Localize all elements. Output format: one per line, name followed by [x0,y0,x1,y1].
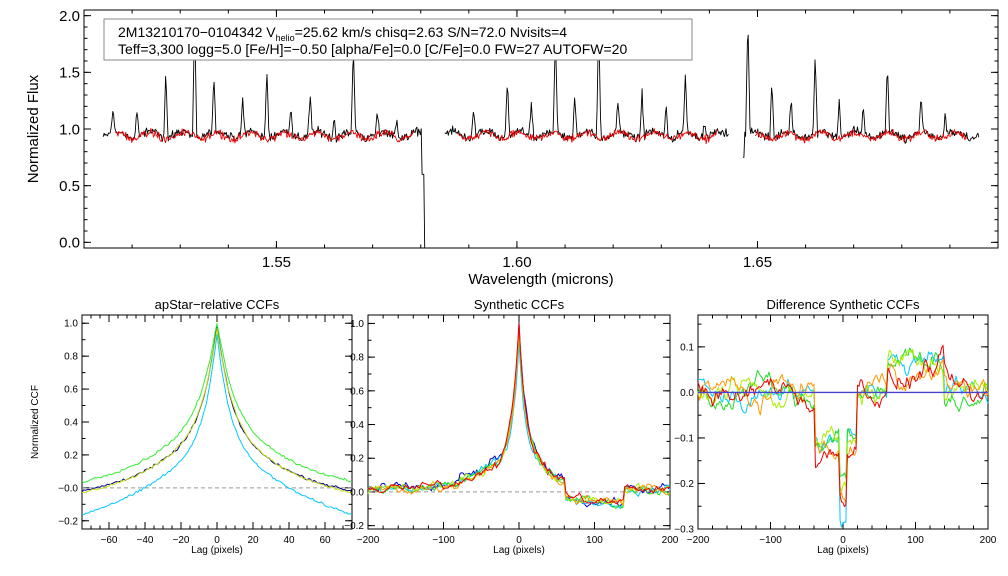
chart-title: Synthetic CCFs [474,297,565,312]
y-tick-label: 1.0 [350,319,364,330]
y-axis-label: Normalized CCF [30,385,41,459]
x-tick-label: 0 [214,535,220,546]
x-tick-label: 0 [840,535,846,546]
series-visit-3 [81,323,353,483]
series-s3 [367,330,671,509]
y-tick-label: 1.0 [59,121,80,138]
chart-title: apStar−relative CCFs [155,297,280,312]
y-tick-label: −0.2 [674,479,694,490]
y-tick-label: −0.0 [58,483,78,494]
series-s6 [367,322,671,505]
info-line-2: Teff=3,300 logg=5.0 [Fe/H]=−0.50 [alpha/… [118,41,627,57]
x-tick-label: 0 [516,535,522,546]
series-d2 [697,347,989,479]
panel-difference-ccf: −200 −100 0 100 200 −0.3 −0.2 −0.1 0.0 0.1 Differe… [674,297,997,556]
y-tick-label: 0.0 [680,388,694,399]
info-box-frame [103,18,693,61]
x-tick-label: −100 [759,535,782,546]
x-tick-label: −200 [357,535,380,546]
info-box: 2M13210170−0104342 Vhelio=25.62 km/s chi… [103,18,693,61]
x-tick-label: −20 [173,535,190,546]
series-visit-4 [81,328,353,494]
x-tick-label: 1.60 [502,254,531,271]
series-observed-chip-1 [102,39,426,249]
y-tick-label: 2.0 [59,8,80,25]
info-line-1: 2M13210170−0104342 Vhelio=25.62 km/s chi… [118,24,567,43]
x-tick-label: 100 [907,535,924,546]
y-tick-label: 0.2 [64,450,78,461]
x-tick-label: −40 [137,535,154,546]
x-axis-label: Lag (pixels) [191,545,243,556]
x-axis-label: Lag (pixels) [817,545,869,556]
series-s4 [367,334,671,507]
y-axis-label: Normalized Flux [25,74,42,183]
y-tick-label: 0.1 [680,342,694,353]
series-s5 [367,324,671,505]
x-tick-label: 200 [980,535,997,546]
y-tick-label: 1.0 [64,319,78,330]
x-tick-label: −100 [432,535,455,546]
series-d5 [697,344,989,508]
series-d1 [697,351,989,528]
y-tick-label: 0.0 [350,487,364,498]
series-observed-chip-2 [444,25,729,143]
series-model-chip-3 [754,128,968,144]
x-axis-label: Lag (pixels) [493,545,545,556]
series-visit-2 [82,333,353,516]
y-tick-label: 0.0 [59,235,80,252]
y-tick-label: −0.3 [674,525,694,536]
x-tick-label: 100 [586,535,603,546]
y-tick-label: 0.2 [350,454,364,465]
series-model-chip-2 [456,128,717,145]
y-tick-label: −0.1 [674,433,694,444]
y-tick-label: 0.4 [350,420,364,431]
x-tick-label: 1.55 [262,254,291,271]
y-tick-label: −0.2 [58,516,78,527]
y-tick-label: 0.5 [59,178,80,195]
x-axis-label: Wavelength (microns) [468,271,613,288]
y-tick-label: 0.4 [64,418,78,429]
x-tick-label: 60 [319,535,331,546]
plot-frame [81,314,353,530]
series-s2 [367,343,671,509]
panel-apstar-ccf: −60 −40 −20 0 20 40 60 −0.2 −0.0 0.2 0.4 0.6 0.8 1.0 a… [30,297,353,556]
panel-spectrum: 1.55 1.60 1.65 0.0 0.5 1.0 1.5 2.0 Wavelength (m… [25,8,999,288]
x-tick-label: 200 [662,535,679,546]
y-tick-label: 0.8 [64,352,78,363]
y-tick-label: 0.8 [350,353,364,364]
series-model-chip-1 [115,127,414,144]
y-tick-label: 0.6 [350,386,364,397]
y-tick-label: 0.6 [64,385,78,396]
chart-title: Difference Synthetic CCFs [767,297,920,312]
series-visit-1 [81,324,353,493]
x-tick-label: 1.65 [743,254,772,271]
x-tick-label: 40 [283,535,295,546]
panel-synthetic-ccf: −200 −100 0 100 200 −0.2 0.0 0.2 0.4 0.6 0.8 1.0 Syn… [344,297,679,556]
x-tick-label: 20 [247,535,259,546]
x-tick-label: −200 [687,535,710,546]
y-tick-label: −0.2 [344,521,364,532]
y-tick-label: 1.5 [59,65,80,82]
x-tick-label: −60 [101,535,118,546]
series-observed-chip-3 [743,34,980,158]
